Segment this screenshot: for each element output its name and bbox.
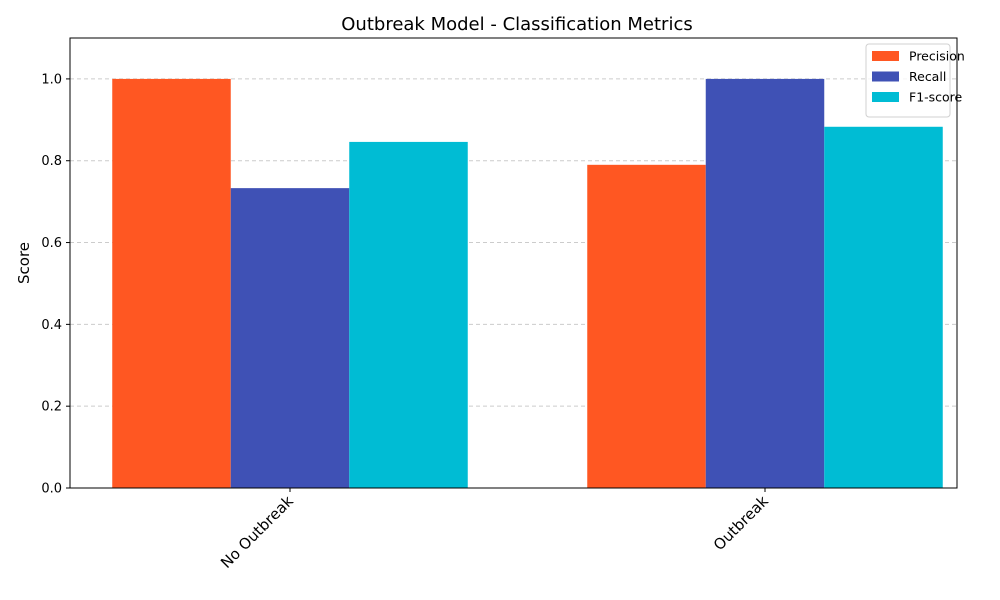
legend-swatch	[872, 71, 899, 82]
legend-label: F1-score	[909, 90, 963, 105]
y-axis: 0.0 0.2 0.4 0.6 0.8 1.0	[41, 72, 70, 497]
y-tick-label: 1.0	[41, 72, 62, 87]
bar-recall	[230, 188, 350, 489]
bar-f1-score	[349, 141, 468, 488]
x-tick-label: Outbreak	[710, 492, 772, 554]
legend-label: Recall	[909, 69, 946, 84]
y-tick-label: 0.2	[41, 400, 62, 415]
bar-recall	[705, 78, 825, 488]
y-axis-label: Score	[15, 242, 33, 284]
legend-label: Precision	[909, 49, 965, 64]
plot-frame	[69, 37, 958, 489]
chart-title: Outbreak Model - Classification Metrics	[341, 14, 692, 35]
bar-precision	[112, 78, 231, 488]
y-tick-label: 0.0	[41, 482, 62, 497]
bars-layer	[112, 78, 943, 489]
y-tick-label: 0.8	[41, 154, 62, 169]
y-tick-label: 0.4	[41, 318, 62, 333]
bar-f1-score	[824, 126, 943, 488]
x-axis: No Outbreak Outbreak	[217, 488, 772, 572]
legend-swatch	[872, 51, 899, 61]
legend-swatch	[872, 92, 899, 102]
bar-precision	[587, 164, 706, 488]
y-tick-label: 0.6	[41, 236, 62, 251]
legend: Precision Recall F1-score	[865, 43, 965, 118]
x-tick-label: No Outbreak	[217, 492, 297, 572]
